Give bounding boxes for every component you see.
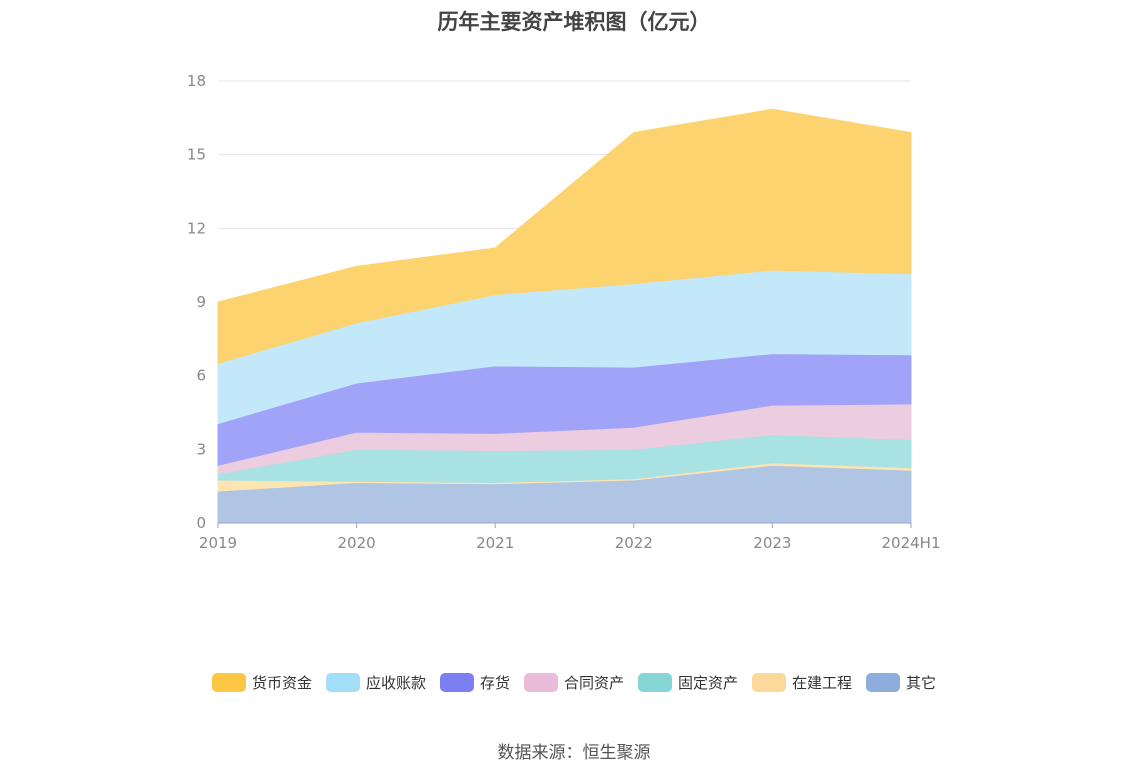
legend-swatch (211, 673, 246, 692)
legend-label: 其它 (906, 674, 937, 692)
x-tick-label: 2019 (199, 534, 237, 552)
legend-item[interactable]: 存货 (439, 672, 510, 693)
y-tick-label: 9 (196, 293, 206, 311)
stacked-area-chart: 0 3 6 9 12 15 18 2019 2020 2021 2022 2023 2024H1 (187, 72, 941, 552)
legend-item[interactable]: 应收账款 (325, 672, 426, 693)
area-series-6 (217, 108, 912, 365)
y-tick-label: 6 (196, 367, 206, 385)
legend-item[interactable]: 其它 (866, 672, 936, 693)
x-tick-label: 2021 (476, 534, 514, 552)
legend-item[interactable]: 固定资产 (638, 672, 738, 693)
x-tick-label: 2023 (753, 534, 791, 552)
y-tick-label: 0 (196, 514, 206, 532)
legend-swatch (439, 673, 474, 692)
axes: 0 3 6 9 12 15 18 2019 2020 2021 2022 2023 2024H1 (187, 72, 941, 552)
x-tick-label: 2020 (338, 534, 376, 552)
legend-label: 应收账款 (365, 674, 426, 692)
legend-item[interactable]: 货币资金 (211, 672, 312, 693)
legend-label: 在建工程 (792, 674, 853, 692)
x-tick-label: 2024H1 (882, 534, 941, 552)
legend-label: 货币资金 (251, 674, 312, 692)
legend-item[interactable]: 合同资产 (523, 672, 624, 693)
y-tick-label: 3 (196, 440, 206, 458)
y-tick-label: 15 (187, 146, 206, 164)
legend-swatch (325, 673, 360, 692)
x-tick-label: 2022 (615, 534, 653, 552)
legend-swatch (866, 673, 901, 692)
legend-swatch (752, 673, 787, 692)
legend-swatch (638, 673, 672, 692)
area-series (217, 108, 912, 524)
y-tick-label: 12 (187, 219, 206, 237)
chart-title: 历年主要资产堆积图（亿元） (437, 10, 711, 34)
legend-label: 存货 (479, 674, 510, 692)
legend-label: 固定资产 (678, 674, 739, 692)
legend: 货币资金 应收账款 存货 合同资产 固定资产 在建工程 其它 (0, 672, 1148, 693)
y-tick-label: 18 (187, 72, 206, 90)
source-note: 数据来源：恒生聚源 (497, 743, 651, 763)
legend-item[interactable]: 在建工程 (752, 672, 852, 693)
legend-swatch (523, 673, 558, 692)
legend-label: 合同资产 (563, 674, 624, 692)
